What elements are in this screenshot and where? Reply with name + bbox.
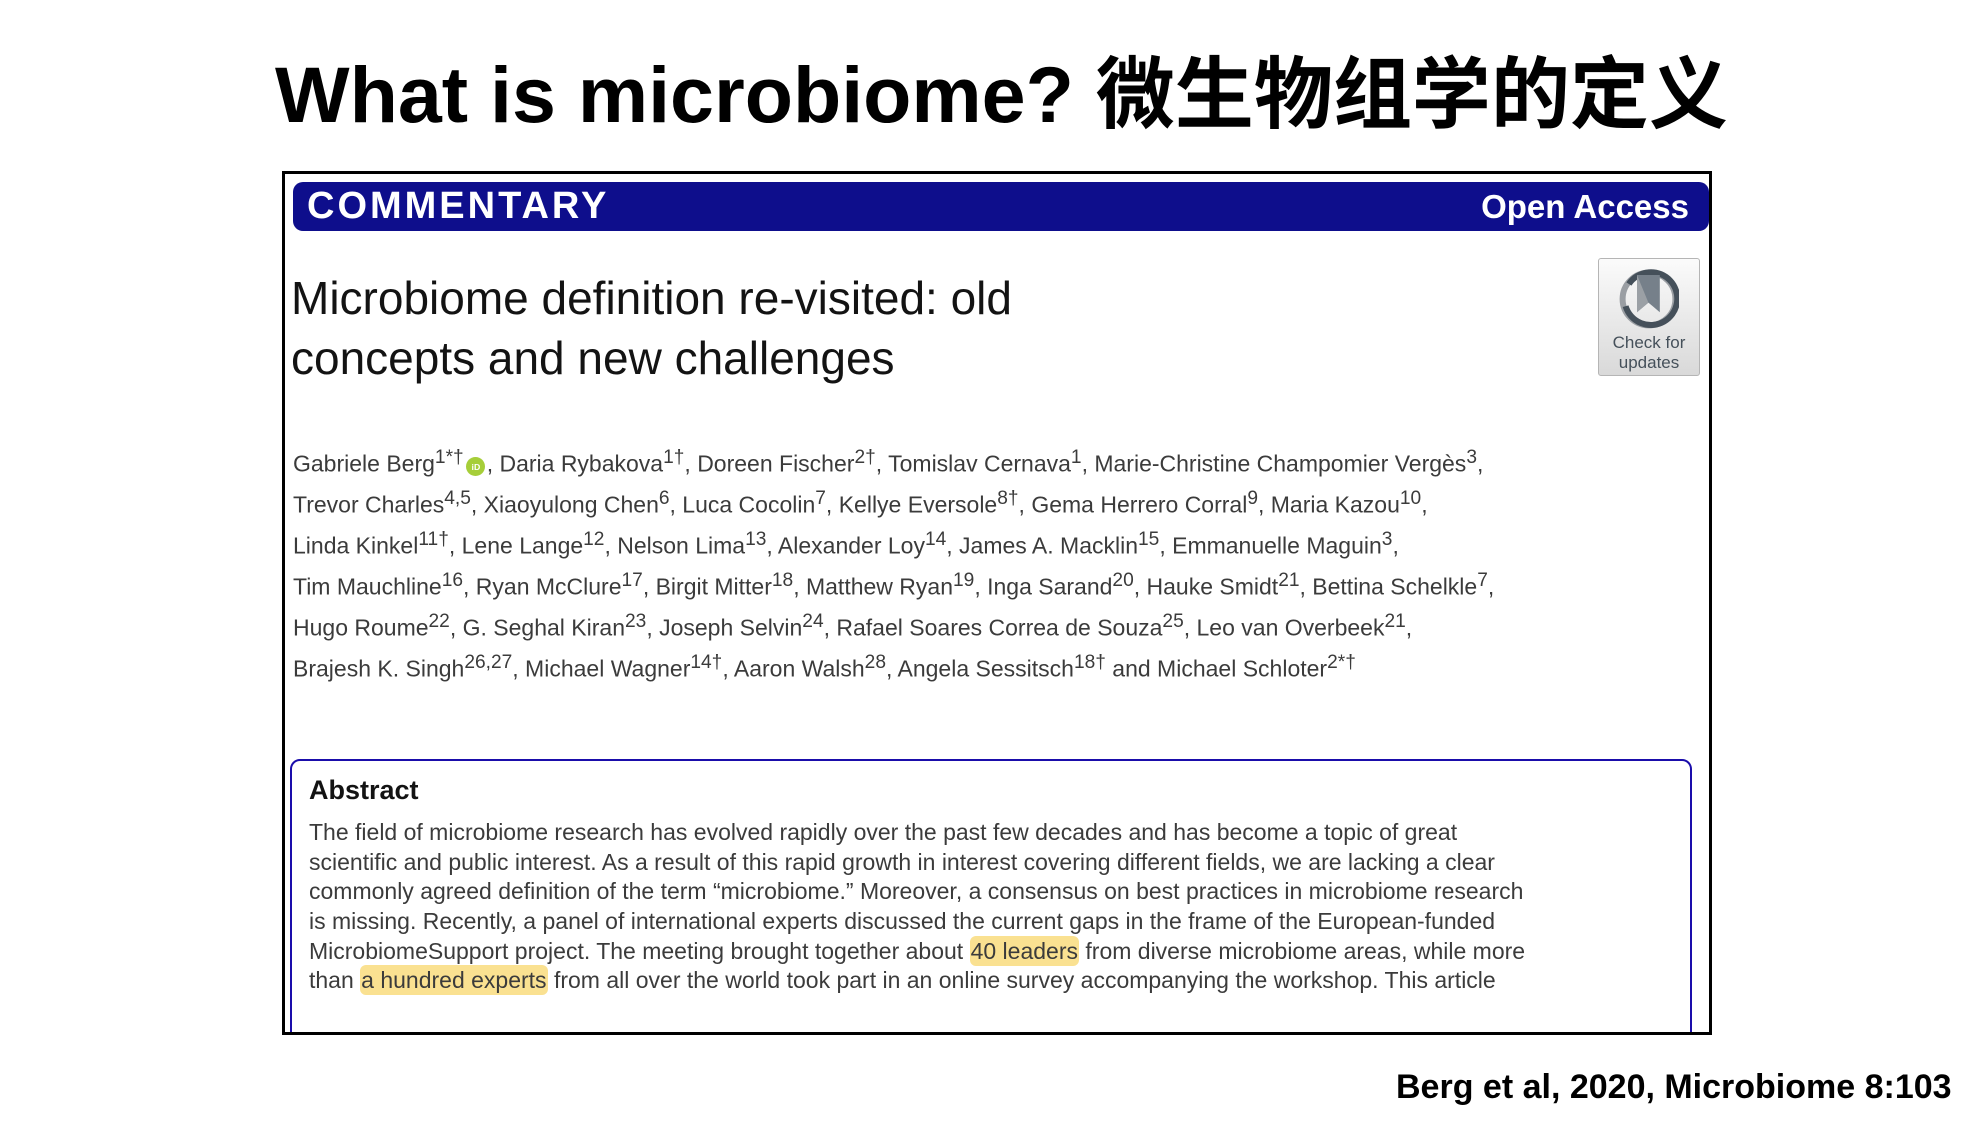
svg-text:iD: iD <box>471 462 480 472</box>
